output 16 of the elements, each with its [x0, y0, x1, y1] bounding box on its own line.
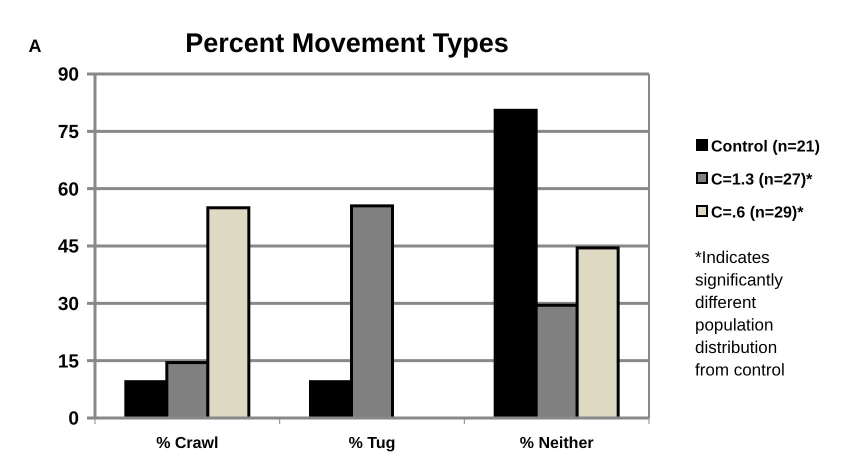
x-tick-label: % Crawl: [156, 435, 218, 452]
y-tick-label: 75: [58, 122, 80, 143]
y-tick-label: 0: [68, 408, 79, 430]
y-tick-label: 45: [58, 236, 80, 258]
text: *Indicates significantly different population distribution from control: [695, 248, 785, 380]
y-tick-label: 30: [58, 294, 79, 315]
x-tick-label: % Tug: [348, 435, 396, 452]
y-tick-label: 15: [58, 351, 80, 372]
legend-label: Control (n=21): [711, 138, 820, 156]
legend-label: C=.6 (n=29)*: [711, 204, 804, 222]
text: A: [28, 36, 42, 56]
legend-label: C=1.3 (n=27)*: [711, 172, 814, 189]
y-tick-label: 90: [58, 64, 79, 86]
x-tick-label: % Neither: [520, 435, 594, 452]
y-tick-label: 60: [58, 179, 79, 200]
chart-title: Percent Movement Types: [185, 28, 509, 58]
